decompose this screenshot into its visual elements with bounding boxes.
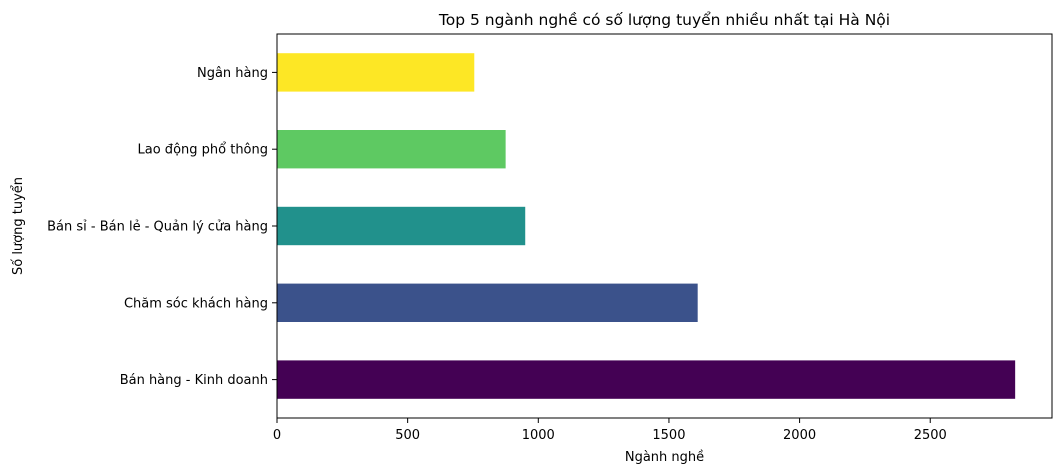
x-tick-label: 2500 bbox=[914, 428, 947, 443]
y-tick-label: Ngân hàng bbox=[197, 66, 268, 81]
x-tick-label: 0 bbox=[273, 428, 281, 443]
bar-3 bbox=[277, 130, 506, 169]
bar-4 bbox=[277, 53, 475, 92]
y-tick-label: Bán sỉ - Bán lẻ - Quản lý cửa hàng bbox=[47, 220, 268, 235]
x-tick-label: 2000 bbox=[783, 428, 816, 443]
y-axis-label: Số lượng tuyển bbox=[11, 177, 26, 275]
bar-1 bbox=[277, 283, 698, 322]
bar-2 bbox=[277, 206, 526, 246]
y-ticks-group: Bán hàng - Kinh doanh Chăm sóc khách hàng… bbox=[47, 66, 277, 388]
y-tick-label: Lao động phổ thông bbox=[138, 143, 268, 158]
x-tick-label: 500 bbox=[395, 428, 420, 443]
bars-group bbox=[277, 53, 1016, 399]
chart-title: Top 5 ngành nghề có số lượng tuyển nhiều… bbox=[438, 11, 890, 29]
y-tick-label: Chăm sóc khách hàng bbox=[124, 296, 268, 311]
x-tick-label: 1500 bbox=[652, 428, 685, 443]
x-ticks-group: 0 500 1000 1500 2000 2500 bbox=[273, 418, 947, 443]
bar-0 bbox=[277, 360, 1016, 399]
x-tick-label: 1000 bbox=[522, 428, 555, 443]
plot-frame bbox=[276, 33, 1053, 419]
x-axis-label: Ngành nghề bbox=[625, 450, 704, 465]
y-tick-label: Bán hàng - Kinh doanh bbox=[120, 373, 268, 388]
